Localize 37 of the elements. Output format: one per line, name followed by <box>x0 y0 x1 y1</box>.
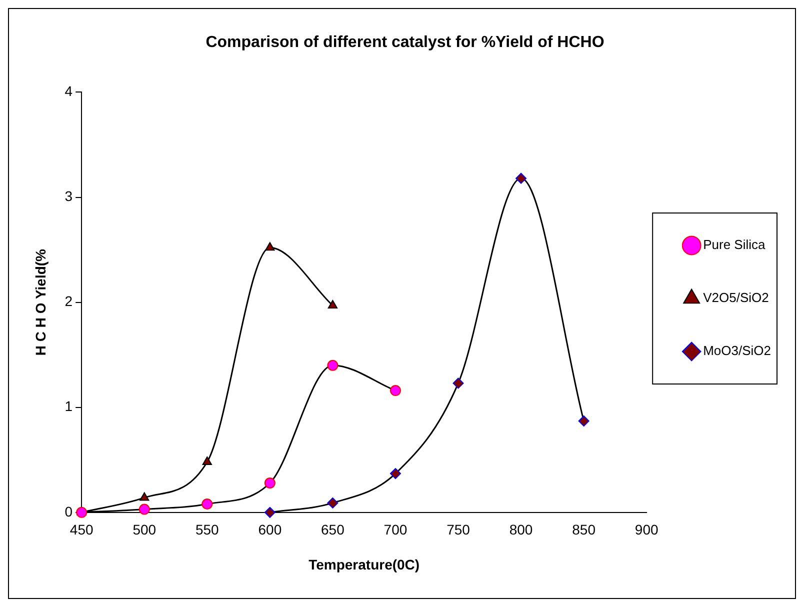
x-tick-label: 450 <box>70 522 94 538</box>
point <box>328 300 338 308</box>
x-tick-label: 700 <box>384 522 408 538</box>
point <box>327 360 338 371</box>
y-tick-label: 4 <box>64 83 73 100</box>
point <box>390 385 401 396</box>
point <box>390 468 401 480</box>
x-tick-label: 600 <box>258 522 282 538</box>
x-axis-title: Temperature(0C) <box>308 556 420 572</box>
point <box>578 416 590 427</box>
x-tick-label: 900 <box>634 522 658 538</box>
x-tick-label: 650 <box>321 522 345 538</box>
x-tick-label: 850 <box>572 522 596 538</box>
point <box>452 378 464 389</box>
point <box>265 242 275 251</box>
y-tick-label: 3 <box>64 188 73 204</box>
y-tick-label: 0 <box>64 503 73 520</box>
x-tick-label: 500 <box>132 522 156 538</box>
point <box>327 497 338 508</box>
point <box>202 456 212 465</box>
y-tick-label: 1 <box>64 398 73 414</box>
point <box>264 477 276 488</box>
point <box>202 498 213 510</box>
point <box>140 492 150 501</box>
point <box>516 172 527 184</box>
point <box>76 506 88 518</box>
y-axis-title: H C H O Yield(% <box>32 248 48 356</box>
legend-label: V2O5/SiO2 <box>703 290 769 306</box>
legend-label: Pure Silica <box>703 237 766 252</box>
x-tick-label: 800 <box>509 522 533 538</box>
chart-title: Comparison of different catalyst for %Yield of HCHO <box>206 34 604 52</box>
x-tick-label: 750 <box>446 522 470 538</box>
y-tick-label: 2 <box>64 293 73 310</box>
point <box>138 504 150 515</box>
point <box>264 506 276 518</box>
x-tick-label: 550 <box>195 522 220 538</box>
legend-label: MoO3/SiO2 <box>703 343 772 358</box>
